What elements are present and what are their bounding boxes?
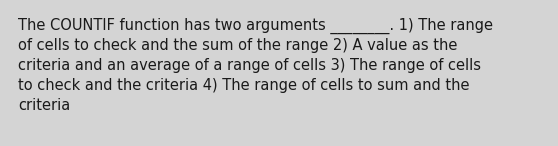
Text: The COUNTIF function has two arguments ________. 1) The range: The COUNTIF function has two arguments _… — [18, 18, 493, 34]
Text: of cells to check and the sum of the range 2) A value as the: of cells to check and the sum of the ran… — [18, 38, 458, 53]
Text: to check and the criteria 4) The range of cells to sum and the: to check and the criteria 4) The range o… — [18, 78, 469, 93]
Text: criteria and an average of a range of cells 3) The range of cells: criteria and an average of a range of ce… — [18, 58, 481, 73]
Text: criteria: criteria — [18, 98, 70, 113]
